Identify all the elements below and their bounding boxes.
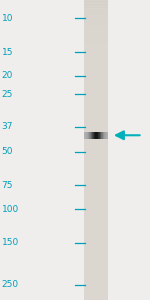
- Bar: [84, 3, 108, 4]
- Bar: [84, 28, 108, 30]
- Text: 100: 100: [2, 205, 19, 214]
- Text: 75: 75: [2, 181, 13, 190]
- Bar: [84, 15, 108, 16]
- Bar: [84, 22, 108, 24]
- Bar: [84, 0, 108, 2]
- Bar: [84, 11, 108, 12]
- Bar: [84, 34, 108, 36]
- Bar: [107, 132, 108, 139]
- Bar: [89, 132, 90, 139]
- Bar: [90, 132, 91, 139]
- Bar: [84, 9, 108, 11]
- Bar: [84, 8, 108, 9]
- Bar: [84, 132, 85, 139]
- Bar: [86, 132, 87, 139]
- Bar: [84, 2, 108, 3]
- Bar: [91, 132, 92, 139]
- Bar: [101, 132, 102, 139]
- Bar: [84, 36, 108, 38]
- Text: 25: 25: [2, 90, 13, 99]
- Bar: [100, 132, 101, 139]
- Text: 250: 250: [2, 280, 19, 290]
- Bar: [88, 132, 89, 139]
- Bar: [84, 30, 108, 31]
- Bar: [105, 132, 106, 139]
- Bar: [96, 132, 97, 139]
- Text: 10: 10: [2, 14, 13, 23]
- Bar: [102, 132, 103, 139]
- Bar: [95, 132, 96, 139]
- Text: 37: 37: [2, 122, 13, 131]
- Text: 50: 50: [2, 147, 13, 156]
- Bar: [84, 21, 108, 22]
- Bar: [84, 14, 108, 15]
- Bar: [84, 20, 108, 21]
- Bar: [84, 33, 108, 34]
- Bar: [93, 132, 94, 139]
- Text: 20: 20: [2, 71, 13, 80]
- Bar: [84, 16, 108, 18]
- Bar: [84, 24, 108, 26]
- Text: 150: 150: [2, 238, 19, 247]
- Bar: [84, 39, 108, 40]
- Bar: [92, 132, 93, 139]
- Bar: [84, 32, 108, 33]
- Bar: [95, 132, 96, 139]
- Bar: [84, 27, 108, 28]
- Bar: [84, 26, 108, 27]
- Bar: [104, 132, 105, 139]
- Text: 15: 15: [2, 47, 13, 56]
- Bar: [98, 132, 99, 139]
- Bar: [84, 44, 108, 45]
- Bar: [84, 12, 108, 14]
- Bar: [92, 132, 93, 139]
- Bar: [84, 6, 108, 8]
- Bar: [85, 132, 86, 139]
- Bar: [107, 132, 108, 139]
- Bar: [106, 132, 107, 139]
- Bar: [94, 132, 95, 139]
- Bar: [84, 0, 108, 300]
- Bar: [89, 132, 90, 139]
- Bar: [104, 132, 105, 139]
- Bar: [97, 132, 98, 139]
- Bar: [86, 132, 87, 139]
- Bar: [99, 132, 100, 139]
- Bar: [84, 18, 108, 20]
- Bar: [87, 132, 88, 139]
- Bar: [84, 42, 108, 44]
- Bar: [84, 38, 108, 39]
- Bar: [101, 132, 102, 139]
- Bar: [84, 40, 108, 42]
- Bar: [84, 4, 108, 6]
- Bar: [98, 132, 99, 139]
- Bar: [103, 132, 104, 139]
